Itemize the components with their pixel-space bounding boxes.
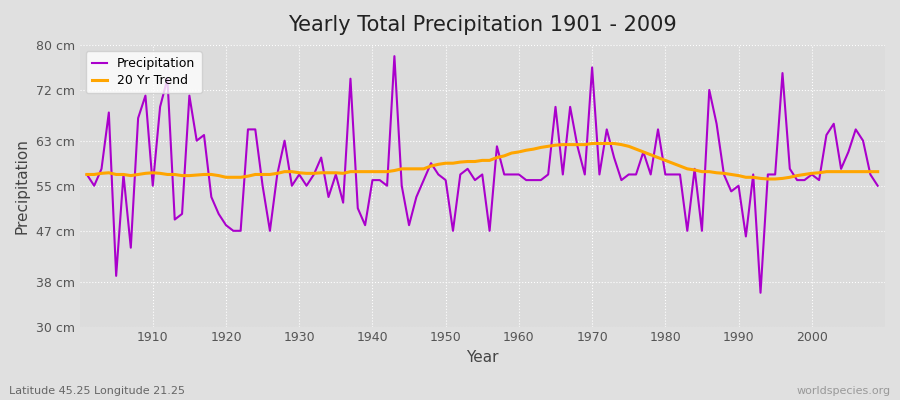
20 Yr Trend [762, 176, 773, 181]
Text: Latitude 45.25 Longitude 21.25: Latitude 45.25 Longitude 21.25 [9, 386, 185, 396]
Line: 20 Yr Trend: 20 Yr Trend [87, 144, 878, 179]
20 Yr Trend [608, 141, 619, 146]
Precipitation [140, 93, 151, 98]
20 Yr Trend [514, 150, 525, 154]
Precipitation [872, 183, 883, 188]
X-axis label: Year: Year [466, 350, 499, 365]
Precipitation [345, 76, 356, 81]
Precipitation [755, 290, 766, 295]
Precipitation [514, 172, 525, 177]
Precipitation [302, 183, 312, 188]
20 Yr Trend [345, 169, 356, 174]
20 Yr Trend [82, 172, 93, 177]
Precipitation [608, 155, 619, 160]
Precipitation [82, 172, 93, 177]
Title: Yearly Total Precipitation 1901 - 2009: Yearly Total Precipitation 1901 - 2009 [288, 15, 677, 35]
20 Yr Trend [872, 169, 883, 174]
20 Yr Trend [506, 151, 517, 156]
Line: Precipitation: Precipitation [87, 56, 878, 293]
Legend: Precipitation, 20 Yr Trend: Precipitation, 20 Yr Trend [86, 51, 202, 93]
20 Yr Trend [302, 171, 312, 176]
Text: worldspecies.org: worldspecies.org [796, 386, 891, 396]
Y-axis label: Precipitation: Precipitation [15, 138, 30, 234]
20 Yr Trend [587, 141, 598, 146]
Precipitation [521, 178, 532, 182]
20 Yr Trend [140, 171, 151, 176]
Precipitation [389, 54, 400, 58]
